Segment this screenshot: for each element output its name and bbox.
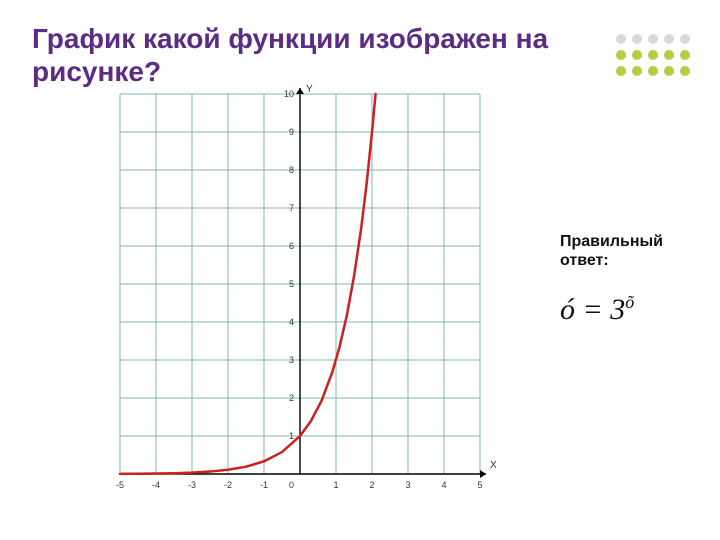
svg-text:-3: -3: [188, 480, 196, 490]
svg-text:-5: -5: [116, 480, 124, 490]
svg-text:8: 8: [289, 165, 294, 175]
svg-text:3: 3: [405, 480, 410, 490]
formula-base: 3: [610, 293, 625, 326]
svg-text:4: 4: [441, 480, 446, 490]
svg-text:1: 1: [289, 431, 294, 441]
svg-text:-4: -4: [152, 480, 160, 490]
answer-formula: ó = 3õ: [560, 292, 700, 327]
svg-text:-1: -1: [260, 480, 268, 490]
question-title: График какой функции изображен на рисунк…: [32, 22, 552, 88]
svg-text:3: 3: [289, 355, 294, 365]
formula-eq: =: [575, 293, 610, 326]
svg-text:7: 7: [289, 203, 294, 213]
svg-text:-2: -2: [224, 480, 232, 490]
svg-text:2: 2: [289, 393, 294, 403]
svg-text:6: 6: [289, 241, 294, 251]
formula-lhs: ó: [560, 293, 575, 326]
answer-block: Правильный ответ: ó = 3õ: [560, 232, 700, 327]
decorative-dots: [614, 32, 692, 78]
svg-text:Y: Y: [306, 84, 313, 95]
exponential-chart: -5 -4 -3 -2 -1 1 2 3 4 5 1 2 3 4 5 6 7 8 9 10 0 X Y: [100, 82, 500, 507]
svg-text:10: 10: [284, 89, 294, 99]
svg-text:5: 5: [477, 480, 482, 490]
formula-exp: õ: [625, 292, 634, 312]
svg-text:5: 5: [289, 279, 294, 289]
svg-text:2: 2: [369, 480, 374, 490]
svg-text:0: 0: [289, 480, 294, 490]
svg-text:9: 9: [289, 127, 294, 137]
svg-text:1: 1: [333, 480, 338, 490]
answer-label: Правильный ответ:: [560, 232, 700, 270]
svg-text:X: X: [490, 460, 497, 471]
svg-text:4: 4: [289, 317, 294, 327]
